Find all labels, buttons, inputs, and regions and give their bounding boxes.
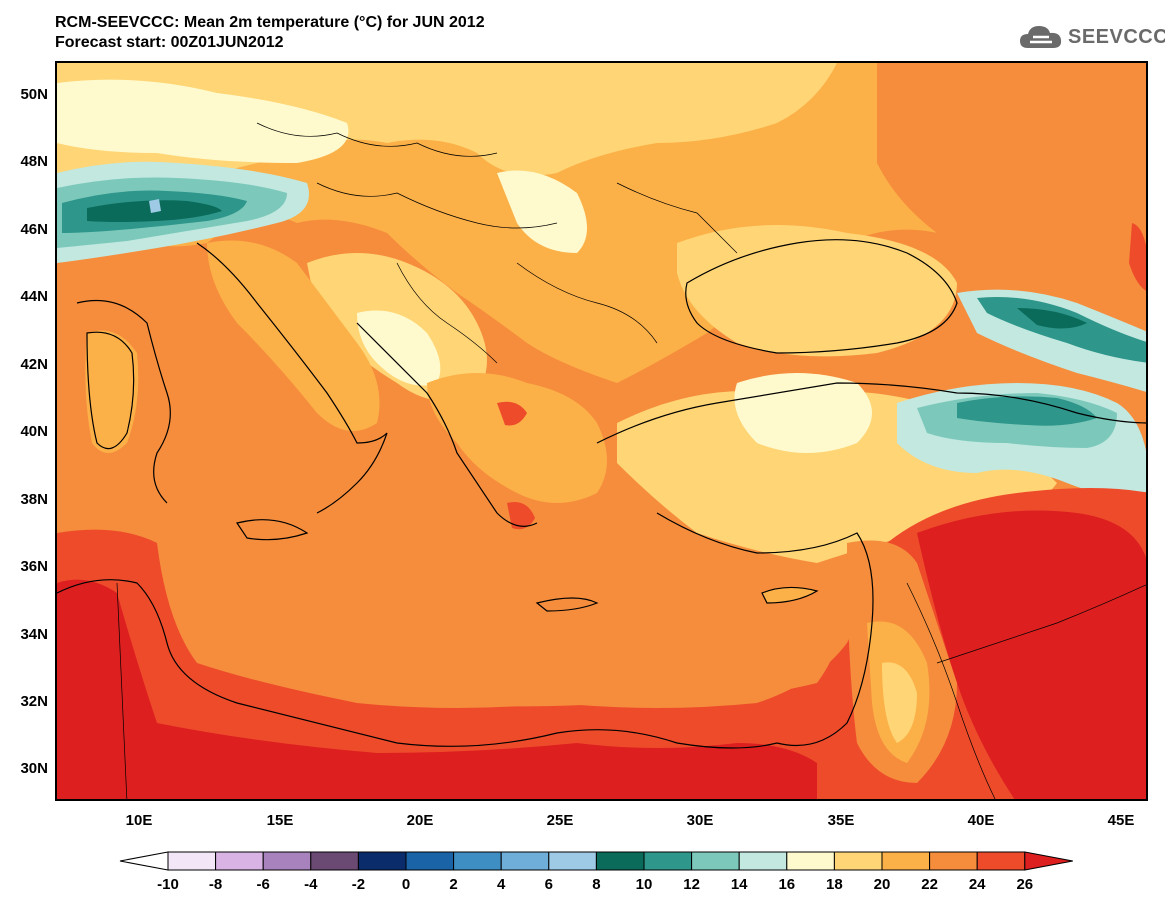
colorbar-tick-label: -4 bbox=[304, 876, 318, 893]
field-16-18-dinaric bbox=[357, 310, 441, 386]
colorbar-swatch bbox=[215, 851, 264, 871]
colorbar-swatch bbox=[691, 851, 740, 871]
field-20-22-sardinia bbox=[85, 330, 139, 453]
field-22-24-east bbox=[877, 63, 1146, 302]
field-20-22-greece bbox=[427, 373, 607, 503]
map-title: RCM-SEEVCCC: Mean 2m temperature (°C) fo… bbox=[55, 13, 485, 53]
field-16-18-carpathians bbox=[497, 170, 587, 253]
field-18-20-black-sea bbox=[677, 225, 957, 357]
cyprus-spot bbox=[762, 587, 817, 603]
lon-label-40e: 40E bbox=[967, 812, 995, 829]
colorbar-tick-label: 18 bbox=[826, 876, 843, 893]
field-26-plus-arabia bbox=[917, 510, 1146, 799]
field-10-12-caucasus bbox=[977, 297, 1146, 363]
lat-label-36n: 36N bbox=[20, 558, 48, 575]
map-canvas bbox=[57, 63, 1146, 799]
logo-text: SEEVCCC bbox=[1068, 25, 1165, 48]
colorbar-swatch bbox=[976, 851, 1026, 871]
lat-label-38n: 38N bbox=[20, 491, 48, 508]
field-16-18-alps-north bbox=[57, 79, 349, 163]
mediterranean-sea bbox=[174, 453, 847, 707]
colorbar-tick-label: 22 bbox=[921, 876, 938, 893]
colorbar-tick-label: 4 bbox=[497, 876, 506, 893]
colorbar-tick-label: 0 bbox=[401, 876, 411, 893]
colorbar-swatch bbox=[310, 851, 359, 871]
colorbar-swatch bbox=[738, 851, 788, 871]
colorbar-tick-label: 10 bbox=[635, 876, 653, 893]
colorbar-swatch bbox=[262, 851, 312, 871]
colorbar-swatch bbox=[643, 851, 693, 871]
colorbar-swatch bbox=[453, 851, 502, 871]
title-line-1: RCM-SEEVCCC: Mean 2m temperature (°C) fo… bbox=[55, 14, 485, 31]
colorbar-tick-label: 6 bbox=[544, 876, 553, 893]
colorbar-swatch bbox=[405, 851, 455, 871]
lat-label-42n: 42N bbox=[20, 356, 48, 373]
colorbar-tick-label: -6 bbox=[256, 876, 270, 893]
lat-label-34n: 34N bbox=[20, 626, 48, 643]
field-24-26-spot-east bbox=[1129, 223, 1146, 291]
temperature-map bbox=[55, 61, 1148, 801]
colorbar bbox=[119, 851, 1073, 871]
field-20-22-italy bbox=[207, 240, 380, 431]
lat-label-44n: 44N bbox=[20, 288, 48, 305]
lon-label-35e: 35E bbox=[827, 812, 855, 829]
colorbar-swatch bbox=[929, 851, 978, 871]
colorbar-tick-label: 12 bbox=[683, 876, 700, 893]
coastlines bbox=[57, 239, 1146, 749]
colorbar-tick-label: 16 bbox=[778, 876, 796, 893]
colorbar-swatch bbox=[167, 851, 217, 871]
lon-label-30e: 30E bbox=[686, 812, 714, 829]
lat-label-40n: 40N bbox=[20, 423, 48, 440]
colorbar-swatch bbox=[548, 851, 597, 871]
field-18-20-levant bbox=[882, 662, 917, 743]
field-8-10-caucasus bbox=[1017, 308, 1087, 329]
field-26-plus-africa bbox=[57, 579, 817, 799]
colorbar-arrow-low bbox=[119, 851, 169, 871]
field-24-26-peloponnese bbox=[507, 502, 535, 530]
colorbar-swatch bbox=[357, 851, 407, 871]
colorbar-tick-label: -8 bbox=[208, 876, 223, 893]
colorbar-tick-label: 26 bbox=[1016, 876, 1034, 893]
field-10-12-east-anatolia bbox=[957, 396, 1097, 426]
lat-label-48n: 48N bbox=[20, 153, 48, 170]
field-6-8-alps bbox=[149, 199, 161, 213]
lat-label-46n: 46N bbox=[20, 221, 48, 238]
colorbar-tick-label: 8 bbox=[592, 876, 601, 893]
colorbar-swatch bbox=[833, 851, 883, 871]
cloud-icon bbox=[1020, 26, 1062, 48]
colorbar-tick-label: 20 bbox=[873, 876, 891, 893]
lon-label-10e: 10E bbox=[125, 812, 153, 829]
national-borders bbox=[116, 122, 1146, 799]
lat-label-50n: 50N bbox=[20, 86, 48, 103]
colorbar-swatch bbox=[786, 851, 835, 871]
field-16-18-anatolia bbox=[734, 373, 872, 453]
colorbar-arrow-high bbox=[1024, 851, 1073, 871]
lon-label-15e: 15E bbox=[266, 812, 294, 829]
lat-label-30n: 30N bbox=[20, 760, 48, 777]
colorbar-tick-label: 24 bbox=[968, 876, 986, 893]
lon-label-45e: 45E bbox=[1107, 812, 1135, 829]
colorbar-swatch bbox=[500, 851, 550, 871]
lat-label-32n: 32N bbox=[20, 693, 48, 710]
colorbar-tick-label: -10 bbox=[157, 876, 179, 893]
colorbar-swatch bbox=[595, 851, 645, 871]
colorbar-swatch bbox=[881, 851, 931, 871]
seevccc-logo: SEEVCCC bbox=[1018, 22, 1165, 52]
colorbar-tick-label: -2 bbox=[351, 876, 366, 893]
colorbar-tick-label: 2 bbox=[449, 876, 458, 893]
title-line-2: Forecast start: 00Z01JUN2012 bbox=[55, 34, 284, 51]
field-24-26-greece-north bbox=[497, 401, 527, 426]
lon-label-25e: 25E bbox=[546, 812, 574, 829]
colorbar-tick-label: 14 bbox=[730, 876, 748, 893]
lon-label-20e: 20E bbox=[406, 812, 434, 829]
